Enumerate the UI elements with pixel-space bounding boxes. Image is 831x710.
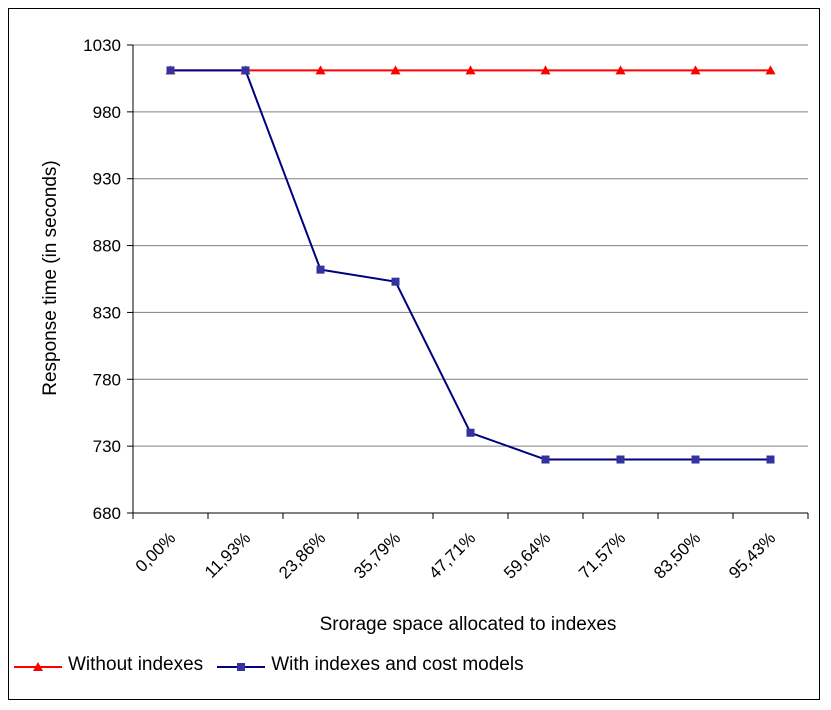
- x-tick-label: 83,50%: [650, 528, 704, 582]
- data-point: [316, 265, 325, 274]
- x-tick-label: 71,57%: [575, 528, 629, 582]
- data-point: [241, 66, 250, 75]
- data-point: [465, 65, 476, 75]
- series-2: [166, 66, 775, 464]
- gridlines: [133, 44, 808, 514]
- series-layer: [165, 65, 776, 464]
- axes: [127, 44, 809, 519]
- data-point: [390, 65, 401, 75]
- legend-label-without-indexes: Without indexes: [68, 654, 204, 675]
- data-point: [615, 65, 626, 75]
- legend: Without indexes With indexes and cost mo…: [14, 650, 524, 680]
- legend-swatch-navy-square-icon: [217, 658, 266, 672]
- legend-item-with-indexes: With indexes and cost models: [217, 654, 524, 676]
- x-tick-label: 59,64%: [500, 528, 554, 582]
- x-axis-title: Srorage space allocated to indexes: [320, 614, 617, 635]
- series-1: [165, 65, 776, 75]
- data-point: [616, 455, 625, 464]
- data-point: [391, 277, 400, 286]
- data-point: [765, 65, 776, 75]
- x-tick-label: 11,93%: [201, 528, 254, 581]
- legend-item-without-indexes: Without indexes: [14, 654, 203, 676]
- y-tick-label: 880: [93, 237, 121, 256]
- y-axis-title: Response time (in seconds): [40, 160, 61, 396]
- data-point: [166, 66, 175, 75]
- y-tick-label: 830: [93, 303, 121, 322]
- series-line: [170, 69, 771, 461]
- y-tick-label: 780: [93, 370, 121, 389]
- y-tick-label: 930: [93, 170, 121, 189]
- x-tick-label: 0,00%: [132, 528, 180, 576]
- x-tick-label: 35,79%: [350, 528, 404, 582]
- chart-frame: [8, 8, 820, 700]
- x-tick-label: 95,43%: [725, 528, 779, 582]
- data-point: [540, 65, 551, 75]
- data-point: [766, 455, 775, 464]
- y-tick-label: 980: [93, 103, 121, 122]
- data-point: [466, 428, 475, 437]
- data-point: [691, 455, 700, 464]
- y-tick-label: 1030: [83, 36, 121, 55]
- y-tick-label: 730: [93, 437, 121, 456]
- legend-swatch-red-triangle-icon: [14, 658, 62, 672]
- x-tick-label: 47,71%: [425, 528, 479, 582]
- data-point: [541, 455, 550, 464]
- data-point: [690, 65, 701, 75]
- tick-labels: 680 730 780 830 880 930 980 1030 0,00% 11,93% 23,8…: [83, 36, 779, 583]
- y-tick-label: 680: [93, 504, 121, 523]
- legend-label-with-indexes: With indexes and cost models: [271, 654, 524, 675]
- x-tick-label: 23,86%: [275, 528, 329, 582]
- data-point: [315, 65, 326, 75]
